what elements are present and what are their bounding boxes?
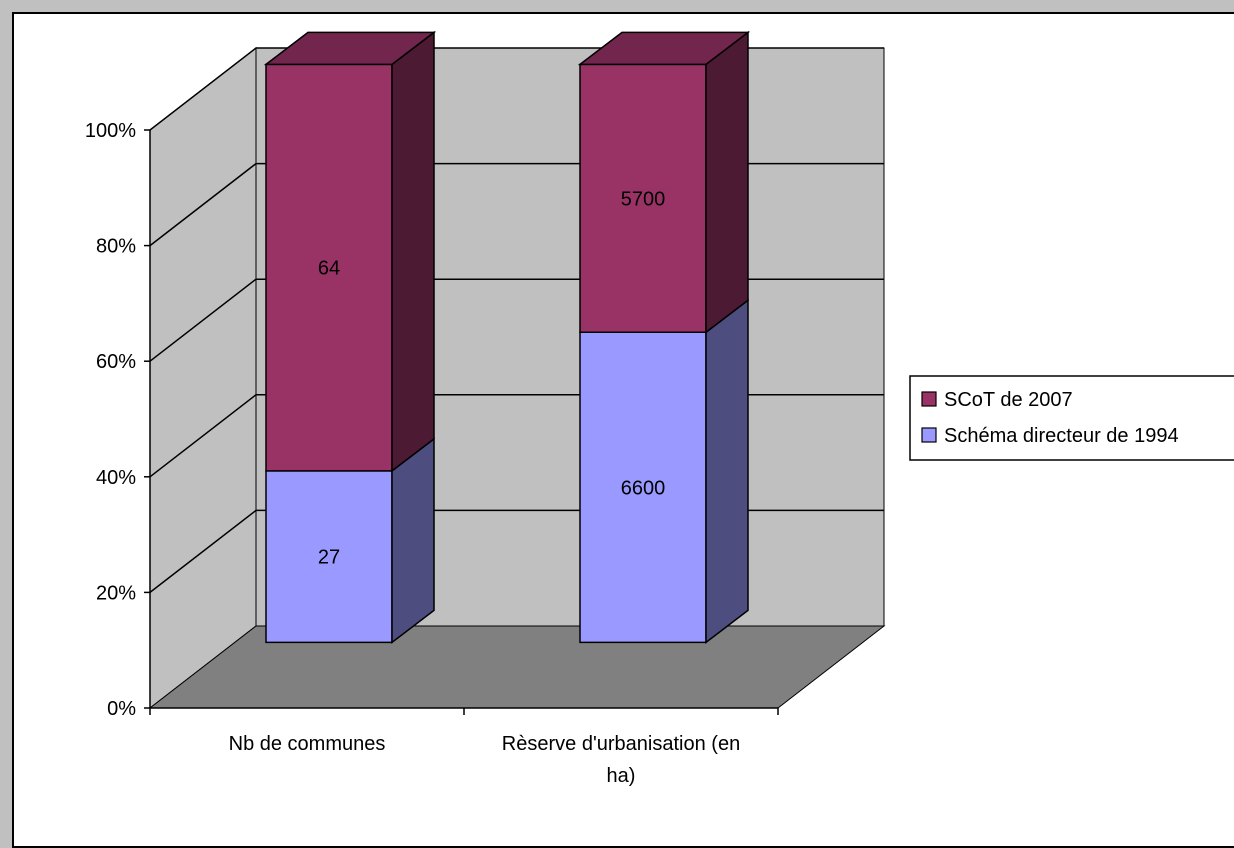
- data-label: 5700: [621, 188, 666, 210]
- side-wall: [149, 46, 257, 710]
- bar-segment-side: [705, 30, 749, 334]
- bar-segment-side: [391, 30, 435, 473]
- floor: [148, 625, 886, 709]
- y-axis-ticks: 0% 20% 40% 60% 80% 100%: [85, 120, 151, 720]
- data-label: 6600: [621, 477, 666, 499]
- bar-top: [263, 31, 437, 66]
- legend-box: [909, 375, 1234, 461]
- data-label: 64: [318, 258, 340, 280]
- x-axis: Nb de communes Rèserve d'urbanisation (en…: [149, 707, 779, 787]
- data-label: 27: [318, 547, 340, 569]
- y-tick-label: 40%: [96, 467, 136, 489]
- y-tick-label: 80%: [96, 236, 136, 258]
- legend-label: Schéma directeur de 1994: [944, 425, 1179, 447]
- legend-label: SCoT de 2007: [944, 389, 1073, 411]
- category-label: ha): [607, 765, 636, 787]
- category-label: Nb de communes: [229, 733, 386, 755]
- legend-swatch: [921, 427, 937, 443]
- legend: SCoT de 2007 Schéma directeur de 1994: [909, 375, 1234, 461]
- category-label: Rèserve d'urbanisation (en: [502, 733, 740, 755]
- y-tick-label: 20%: [96, 582, 136, 604]
- chart-walls: [148, 46, 886, 710]
- y-tick-label: 0%: [107, 698, 136, 720]
- bar-top: [577, 31, 751, 66]
- y-tick-label: 100%: [85, 120, 136, 142]
- y-tick-label: 60%: [96, 351, 136, 373]
- legend-swatch: [921, 391, 937, 407]
- bars: 27 64 6600 5700: [263, 30, 751, 644]
- bar-segment-side: [391, 437, 435, 644]
- bar-segment-side: [705, 298, 749, 644]
